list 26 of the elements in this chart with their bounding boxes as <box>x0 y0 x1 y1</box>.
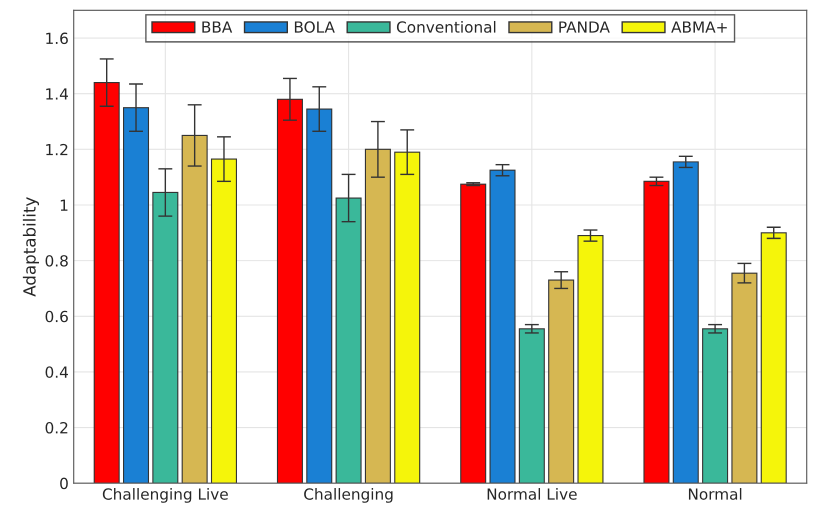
y-axis-title: Adaptability <box>22 197 39 297</box>
y-tick-label: 1.2 <box>46 144 68 156</box>
bar <box>702 328 728 484</box>
legend-label: BBA <box>202 21 232 33</box>
x-tick-label: Challenging Live <box>102 488 228 503</box>
x-tick-label: Normal Live <box>488 488 577 500</box>
bar <box>518 328 545 484</box>
bar <box>643 180 670 484</box>
legend-label: PANDA <box>559 21 610 33</box>
bar <box>460 184 486 484</box>
y-tick-label: 0.8 <box>46 255 68 267</box>
bar <box>760 232 787 484</box>
y-tick-label: 0.4 <box>46 366 68 378</box>
y-tick-label: 0.2 <box>46 422 68 434</box>
legend-label: BOLA <box>294 21 335 33</box>
y-tick-label: 0.6 <box>46 310 68 322</box>
x-tick-label: Normal <box>688 488 742 500</box>
bar <box>672 161 699 484</box>
legend-label: ABMA+ <box>671 21 727 33</box>
bar <box>490 170 516 484</box>
y-tick-label: 1.4 <box>46 88 68 100</box>
y-tick-label: 1.6 <box>46 32 68 44</box>
y-tick-label: 0 <box>60 478 68 490</box>
legend-label: Conventional <box>396 20 496 33</box>
y-tick-label: 1 <box>60 200 68 211</box>
x-tick-label: Challenging <box>304 488 392 503</box>
